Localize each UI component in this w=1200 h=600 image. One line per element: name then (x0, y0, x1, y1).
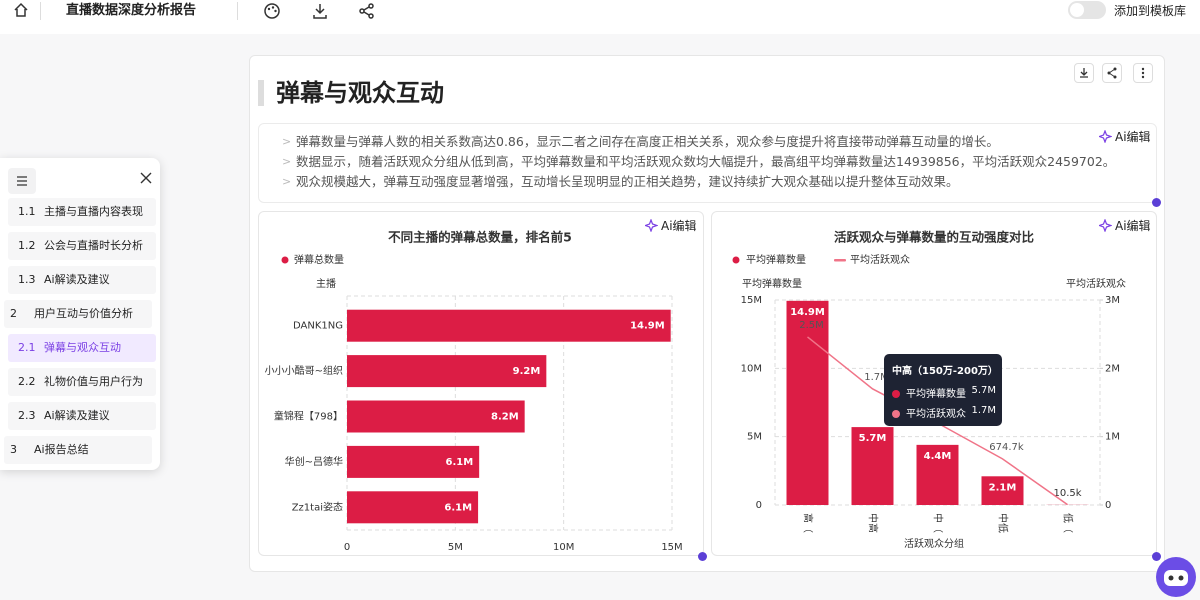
outline-label: 公会与直播时长分析 (44, 239, 143, 252)
ai-edit-label: Ai编辑 (661, 219, 697, 233)
outline-number: 2.3 (18, 409, 36, 422)
chart-card (258, 211, 704, 556)
resize-handle[interactable] (1152, 198, 1161, 207)
tooltip-title: 中高（150万-200万） (892, 366, 998, 377)
outline-label: 礼物价值与用户行为 (44, 375, 143, 388)
separator (237, 2, 238, 20)
ai-edit[interactable]: Ai编辑 (1097, 129, 1151, 145)
download-icon[interactable] (311, 2, 329, 20)
outline-label: Ai解读及建议 (44, 273, 110, 286)
share-icon[interactable] (358, 2, 376, 20)
home-icon[interactable] (13, 2, 29, 18)
outline-item[interactable]: 3 Ai报告总结 (4, 436, 152, 464)
insight-text: 弹幕数量与弹幕人数的相关系数高达0.86，显示二者之间存在高度正相关关系，观众参… (296, 134, 999, 149)
chevron: > (282, 175, 292, 188)
section-heading: 弹幕与观众互动 (276, 79, 444, 107)
outline-number: 1.3 (18, 273, 36, 286)
insight-text: 数据显示，随着活跃观众分组从低到高，平均弹幕数量和平均活跃观众数均大幅提升，最高… (296, 154, 1116, 169)
separator (40, 2, 41, 20)
resize-handle[interactable] (1152, 552, 1161, 561)
outline-number: 1.1 (18, 205, 36, 218)
tooltip-value: 1.7M (971, 405, 996, 416)
outline-label: 用户互动与价值分析 (34, 307, 133, 320)
theme-icon[interactable] (263, 2, 281, 20)
outline-icon[interactable] (8, 168, 36, 194)
outline-label: 主播与直播内容表现 (44, 205, 143, 218)
tooltip-series: 平均弹幕数量 (906, 389, 966, 400)
share-button[interactable] (1102, 63, 1122, 83)
ai-edit[interactable]: Ai编辑 (643, 218, 697, 234)
outline-item[interactable]: 2.2 礼物价值与用户行为 (8, 368, 156, 396)
insight-text: 观众规模越大，弹幕互动强度显著增强，互动增长呈现明显的正相关趋势，建议持续扩大观… (296, 174, 959, 189)
outline-label: Ai报告总结 (34, 443, 89, 456)
outline-number: 3 (10, 443, 17, 456)
ai-edit-label: Ai编辑 (1115, 219, 1151, 233)
download-button[interactable] (1074, 63, 1094, 83)
chevron: > (282, 155, 292, 168)
template-toggle[interactable] (1068, 1, 1106, 19)
report-title: 直播数据深度分析报告 (66, 3, 197, 18)
outline-item[interactable]: 1.2 公会与直播时长分析 (8, 232, 156, 260)
outline-panel: 1.1 主播与直播内容表现 1.2 公会与直播时长分析 1.3 Ai解读及建议 2 用户互动与… (0, 158, 160, 470)
resize-handle[interactable] (698, 552, 707, 561)
template-toggle-label: 添加到模板库 (1114, 4, 1187, 18)
outline-number: 1.2 (18, 239, 36, 252)
outline-label: Ai解读及建议 (44, 409, 110, 422)
outline-item[interactable]: 1.3 Ai解读及建议 (8, 266, 156, 294)
outline-item[interactable]: 2 用户互动与价值分析 (4, 300, 152, 328)
outline-label: 弹幕与观众互动 (44, 341, 121, 354)
heading-bar (258, 80, 264, 106)
insight-box (258, 123, 1157, 203)
close-icon[interactable] (140, 172, 152, 184)
tooltip-row: 平均弹幕数量 5.7M (892, 385, 996, 400)
outline-number: 2.1 (18, 341, 36, 354)
outline-number: 2.2 (18, 375, 36, 388)
tooltip-value: 5.7M (971, 385, 996, 396)
ai-edit[interactable]: Ai编辑 (1097, 218, 1151, 234)
outline-number: 2 (10, 307, 17, 320)
outline-item[interactable]: 2.1 弹幕与观众互动 (8, 334, 156, 362)
tooltip: 中高（150万-200万） 平均弹幕数量 5.7M 平均活跃观众 1.7M (884, 354, 1002, 426)
chevron: > (282, 135, 292, 148)
assistant-robot[interactable] (1155, 556, 1197, 598)
outline-item[interactable]: 2.3 Ai解读及建议 (8, 402, 156, 430)
tooltip-series: 平均活跃观众 (906, 409, 966, 420)
top-bar: 直播数据深度分析报告 添加到模板库 (0, 0, 1200, 34)
tooltip-row: 平均活跃观众 1.7M (892, 405, 996, 420)
ai-edit-label: Ai编辑 (1115, 130, 1151, 144)
more-button[interactable] (1133, 63, 1153, 83)
outline-item[interactable]: 1.1 主播与直播内容表现 (8, 198, 156, 226)
